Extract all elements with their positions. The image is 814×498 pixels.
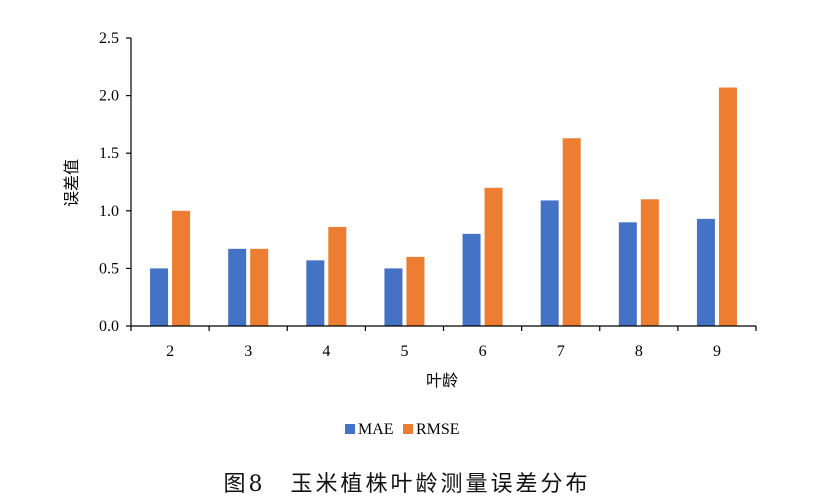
x-tick-label: 4 <box>322 343 330 360</box>
bar-mae-2 <box>150 268 169 326</box>
x-tick-label: 9 <box>713 343 721 360</box>
bar-mae-7 <box>540 200 559 326</box>
y-ticks-group: 0.0 0.5 1.0 1.5 2.0 2.5 <box>99 30 131 335</box>
bar-mae-8 <box>618 222 637 326</box>
bar-rmse-7 <box>562 138 581 326</box>
bar-rmse-2 <box>172 210 191 326</box>
legend: MAE RMSE <box>345 421 460 438</box>
bars-group <box>150 87 737 326</box>
bar-rmse-4 <box>328 226 347 326</box>
x-tick-label: 5 <box>400 343 408 360</box>
bar-rmse-3 <box>250 248 269 326</box>
y-tick-label: 0.0 <box>99 318 119 335</box>
legend-swatch-mae <box>345 424 355 434</box>
y-axis-label: 误差值 <box>62 159 81 207</box>
bar-mae-4 <box>306 260 325 326</box>
x-tick-label: 6 <box>479 343 487 360</box>
legend-label-mae: MAE <box>358 421 394 438</box>
bar-mae-9 <box>696 218 715 326</box>
x-tick-label: 7 <box>557 343 565 360</box>
bar-mae-5 <box>384 268 403 326</box>
bar-rmse-5 <box>406 256 425 326</box>
y-tick-label: 1.0 <box>99 203 119 220</box>
bar-mae-3 <box>228 248 247 326</box>
y-tick-label: 2.0 <box>99 88 119 105</box>
legend-label-rmse: RMSE <box>416 421 460 438</box>
y-tick-label: 0.5 <box>99 260 119 277</box>
bar-rmse-6 <box>484 187 503 326</box>
x-tick-label: 2 <box>166 343 174 360</box>
bar-rmse-9 <box>718 87 737 326</box>
x-tick-label: 8 <box>635 343 643 360</box>
x-ticks-group: 2 3 4 5 6 7 8 9 <box>130 326 757 360</box>
y-tick-label: 1.5 <box>99 145 119 162</box>
x-axis-label: 叶龄 <box>426 371 458 390</box>
figure-caption: 图8 玉米植株叶龄测量误差分布 <box>223 472 591 497</box>
x-tick-label: 3 <box>244 343 252 360</box>
bar-rmse-8 <box>640 199 659 326</box>
legend-swatch-rmse <box>403 424 413 434</box>
y-tick-label: 2.5 <box>99 30 119 47</box>
bar-mae-6 <box>462 233 481 326</box>
